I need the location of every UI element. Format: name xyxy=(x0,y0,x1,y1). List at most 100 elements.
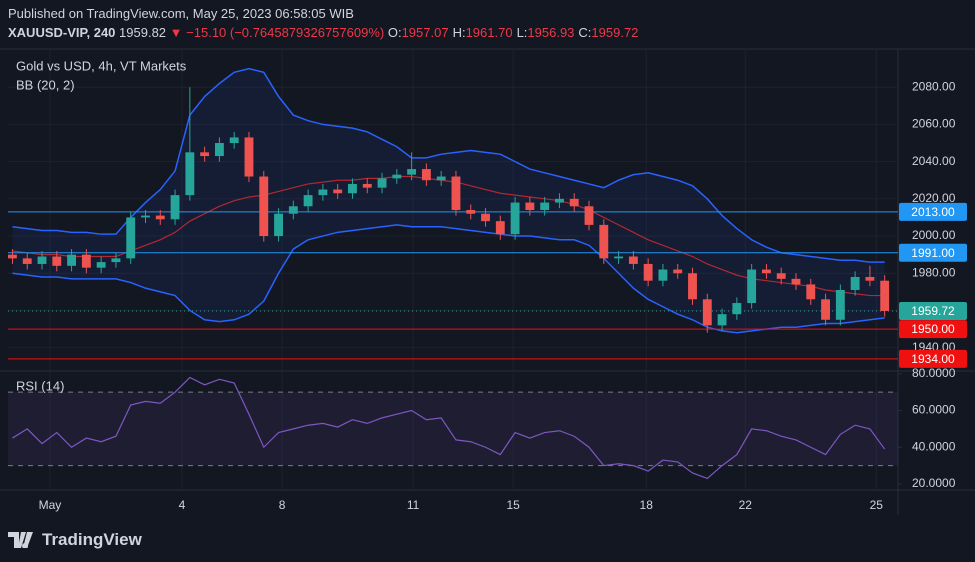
candle-body xyxy=(850,276,860,290)
candle-body xyxy=(141,215,150,218)
ohlc-value: 1956.93 xyxy=(527,25,575,40)
candle-body xyxy=(170,195,180,220)
ohlc-key: C: xyxy=(578,25,592,40)
candle-body xyxy=(865,276,875,281)
ohlc-value: 1959.72 xyxy=(591,25,639,40)
candle-body xyxy=(244,137,254,177)
y-tick-label: 2000.00 xyxy=(912,228,956,242)
candle-body xyxy=(22,258,32,264)
main-pane: 1940.001960.001980.002000.002020.002040.… xyxy=(8,50,956,512)
chart-title: Gold vs USD, 4h, VT Markets xyxy=(16,58,187,73)
rsi-band xyxy=(8,392,898,466)
ohlc-value: 1961.70 xyxy=(465,25,513,40)
bb-fill xyxy=(12,68,885,333)
price-change: ▼ −15.10 (−0.7645879326757609%) xyxy=(169,25,385,40)
x-tick-label: 8 xyxy=(279,498,286,512)
rsi-pane: 20.0000 40.0000 60.0000 80.0000 xyxy=(8,366,956,490)
level-tag-label: 1959.72 xyxy=(911,304,955,318)
x-tick-label: 11 xyxy=(407,498,420,512)
symbol-info: XAUUSD-VIP, 240 1959.82 ▼ −15.10 (−0.764… xyxy=(8,25,642,40)
candle-body xyxy=(333,189,343,194)
bb-upper xyxy=(12,67,885,263)
candle-body xyxy=(274,213,283,237)
candle-body xyxy=(688,273,697,300)
logo-icon xyxy=(8,532,33,548)
candle-body xyxy=(732,303,742,315)
y-tick-label: 20.0000 xyxy=(912,476,956,490)
rsi-label: RSI (14) xyxy=(16,378,64,393)
candle-body xyxy=(111,258,121,263)
candle-body xyxy=(126,217,136,259)
x-tick-label: 15 xyxy=(506,498,520,512)
y-tick-label: 60.0000 xyxy=(912,403,956,417)
candle-body xyxy=(466,210,476,214)
bb-lower xyxy=(12,224,885,334)
level-tag xyxy=(899,349,967,368)
candle-body xyxy=(52,256,62,266)
candle-body xyxy=(525,202,535,210)
footer: TradingView xyxy=(8,530,142,550)
level-tag xyxy=(899,202,967,221)
y-tick-label: 2080.00 xyxy=(912,79,956,93)
candle-body xyxy=(96,262,106,268)
candle-body xyxy=(643,263,653,281)
candle-body xyxy=(229,137,239,144)
candle-body xyxy=(37,256,47,264)
y-tick-label: 40.0000 xyxy=(912,439,956,453)
candle-body xyxy=(747,269,757,304)
y-tick-label: 80.0000 xyxy=(912,366,956,380)
last-price: 1959.82 xyxy=(119,25,167,40)
indicator-label: BB (20, 2) xyxy=(16,77,75,92)
candle-body xyxy=(717,314,727,326)
candle-body xyxy=(81,254,91,268)
candle-body xyxy=(821,299,830,320)
candle-body xyxy=(614,256,624,259)
candle-body xyxy=(200,152,210,157)
candle-body xyxy=(185,152,195,196)
level-tag-label: 1934.00 xyxy=(911,352,955,366)
candle-body xyxy=(584,206,594,225)
candle-body xyxy=(880,280,890,311)
ohlc-key: H: xyxy=(452,25,466,40)
y-tick-label: 1980.00 xyxy=(912,265,956,279)
candle-body xyxy=(421,169,431,181)
candle-body xyxy=(791,278,801,285)
candle-body xyxy=(155,215,165,220)
candle-body xyxy=(318,189,328,196)
level-tag xyxy=(899,243,967,262)
candle-body xyxy=(761,269,771,274)
candle-body xyxy=(510,202,520,235)
candle-body xyxy=(348,183,357,194)
candle-body xyxy=(67,254,77,266)
ohlc: O:1957.07 H:1961.70 L:1956.93 C:1959.72 xyxy=(388,25,643,40)
candle-body xyxy=(658,269,668,281)
candle-body xyxy=(288,206,298,214)
overlays: 2013.00 1991.00 1959.72 1950.00 1934.00 xyxy=(899,202,967,368)
candle-body xyxy=(8,254,17,259)
candle-body xyxy=(806,284,816,300)
bb-basis xyxy=(12,175,885,297)
rsi-line xyxy=(12,376,886,480)
x-tick-label: 22 xyxy=(739,498,753,512)
level-tag xyxy=(899,301,967,320)
level-tag xyxy=(899,320,967,339)
published-note: Published on TradingView.com, May 25, 20… xyxy=(8,6,354,21)
candle-body xyxy=(835,290,845,320)
y-tick-label: 2040.00 xyxy=(912,154,956,168)
x-tick-label: May xyxy=(39,498,62,512)
candle-body xyxy=(214,143,224,157)
y-tick-label: 2020.00 xyxy=(912,191,956,205)
candle-body xyxy=(555,198,564,203)
candle-body xyxy=(776,273,786,279)
level-tag-label: 2013.00 xyxy=(911,205,955,219)
candle-body xyxy=(392,174,402,179)
brand: TradingView xyxy=(42,530,142,549)
candle-body xyxy=(702,299,712,326)
candle-body xyxy=(259,176,269,237)
y-tick-label: 2060.00 xyxy=(912,117,956,131)
level-tag-label: 1950.00 xyxy=(911,322,955,336)
candle-body xyxy=(495,221,505,235)
candle-body xyxy=(362,183,372,188)
candle-body xyxy=(377,178,387,188)
